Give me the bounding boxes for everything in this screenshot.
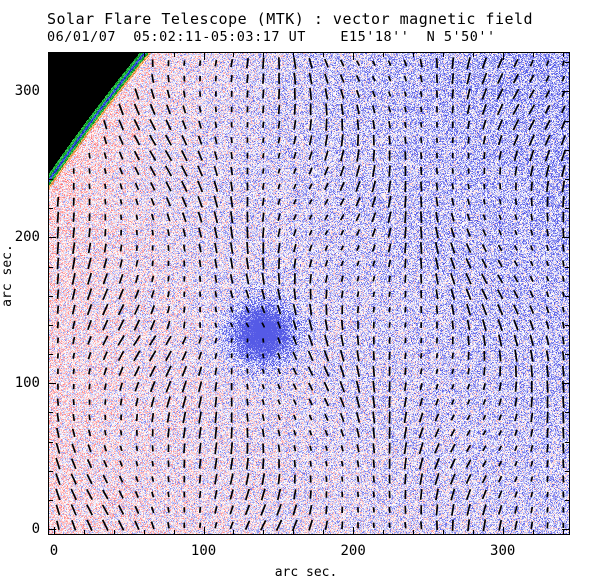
y-tick <box>49 121 53 122</box>
y-tick-right <box>562 91 569 92</box>
y-tick-right <box>565 267 569 268</box>
x-tick <box>383 530 384 534</box>
y-tick <box>49 91 56 92</box>
x-tick <box>533 530 534 534</box>
plot-area <box>48 52 570 535</box>
magnetogram-canvas <box>49 53 569 534</box>
x-tick <box>503 527 504 534</box>
x-tick <box>473 530 474 534</box>
y-tick <box>49 529 56 530</box>
y-tick-right <box>565 471 569 472</box>
x-tick <box>54 527 55 534</box>
y-tick <box>49 442 53 443</box>
x-tick-top <box>353 53 354 60</box>
y-tick-right <box>565 442 569 443</box>
y-tick <box>49 412 53 413</box>
figure-title-block: Solar Flare Telescope (MTK) : vector mag… <box>47 10 587 46</box>
x-tick <box>114 530 115 534</box>
y-tick-label: 0 <box>31 521 40 538</box>
x-tick <box>174 530 175 534</box>
x-tick-top <box>144 53 145 57</box>
y-tick-right <box>565 296 569 297</box>
x-tick-top <box>413 53 414 57</box>
y-tick-right <box>565 208 569 209</box>
y-tick-label: 100 <box>14 375 40 392</box>
figure-title-line2: 06/01/07 05:02:11-05:03:17 UT E15'18'' N… <box>47 29 496 45</box>
x-tick-top <box>473 53 474 57</box>
y-tick-right <box>562 529 569 530</box>
x-tick-top <box>263 53 264 57</box>
x-tick-top <box>233 53 234 57</box>
x-tick-top <box>204 53 205 60</box>
y-tick <box>49 237 56 238</box>
x-tick <box>563 530 564 534</box>
x-tick-top <box>443 53 444 57</box>
y-tick <box>49 296 53 297</box>
x-tick-top <box>533 53 534 57</box>
y-tick-label: 200 <box>14 229 40 246</box>
y-tick <box>49 179 53 180</box>
figure-title-line1: Solar Flare Telescope (MTK) : vector mag… <box>47 10 534 28</box>
x-tick-top <box>54 53 55 60</box>
x-tick <box>84 530 85 534</box>
magnetogram-image <box>49 53 569 534</box>
y-tick <box>49 383 56 384</box>
x-tick <box>263 530 264 534</box>
y-tick <box>49 267 53 268</box>
y-tick <box>49 354 53 355</box>
y-tick <box>49 62 53 63</box>
x-axis-title: arc sec. <box>274 565 338 580</box>
x-tick-top <box>563 53 564 57</box>
y-tick-right <box>562 237 569 238</box>
x-tick-label: 100 <box>190 543 217 559</box>
x-tick-top <box>383 53 384 57</box>
y-tick <box>49 500 53 501</box>
y-tick-right <box>565 354 569 355</box>
y-tick-right <box>565 325 569 326</box>
x-tick-label: 0 <box>49 543 59 559</box>
x-tick <box>233 530 234 534</box>
x-tick-top <box>174 53 175 57</box>
x-tick <box>413 530 414 534</box>
y-tick-right <box>565 179 569 180</box>
x-tick <box>293 530 294 534</box>
x-tick <box>443 530 444 534</box>
y-tick <box>49 471 53 472</box>
x-tick <box>323 530 324 534</box>
y-tick-right <box>565 412 569 413</box>
y-tick <box>49 208 53 209</box>
x-tick <box>204 527 205 534</box>
x-tick <box>353 527 354 534</box>
x-tick-top <box>323 53 324 57</box>
x-tick-top <box>114 53 115 57</box>
y-tick-right <box>562 383 569 384</box>
x-tick-top <box>293 53 294 57</box>
x-tick-label: 300 <box>490 543 516 559</box>
y-tick-label: 300 <box>14 83 40 100</box>
y-tick <box>49 325 53 326</box>
y-tick-right <box>565 500 569 501</box>
y-tick-right <box>565 62 569 63</box>
x-tick <box>144 530 145 534</box>
y-tick-right <box>565 150 569 151</box>
x-tick-top <box>84 53 85 57</box>
x-tick-label: 200 <box>340 543 366 559</box>
y-axis-title: arc sec. <box>0 244 15 307</box>
y-tick-right <box>565 121 569 122</box>
y-tick <box>49 150 53 151</box>
x-tick-top <box>503 53 504 60</box>
